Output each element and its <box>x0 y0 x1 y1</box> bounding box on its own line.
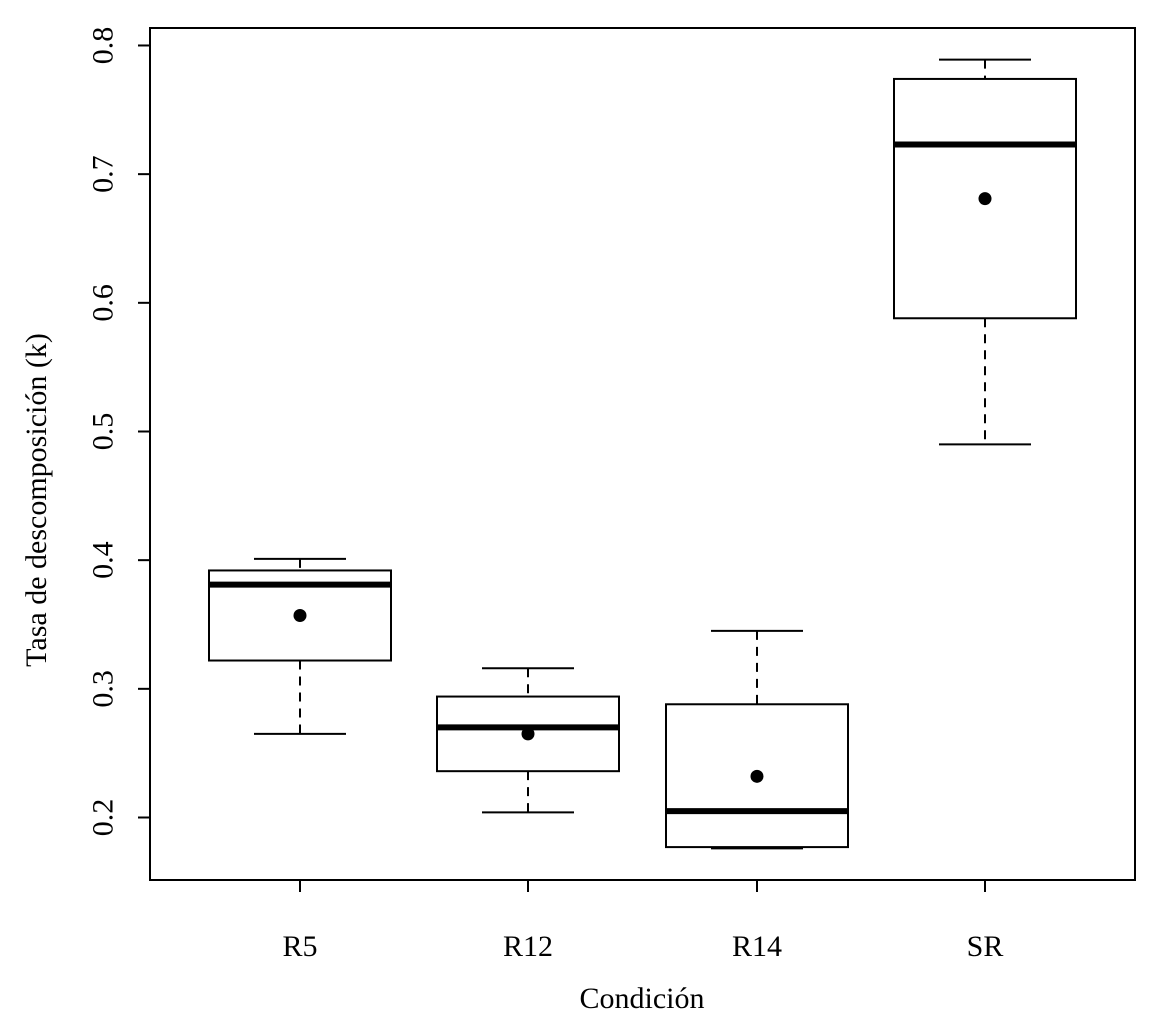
y-tick-label: 0.2 <box>87 799 120 837</box>
x-tick-label: R12 <box>503 930 553 963</box>
mean-point <box>750 769 764 783</box>
y-tick-label: 0.5 <box>87 413 120 451</box>
y-axis-title: Tasa de descomposición (k) <box>20 333 53 667</box>
x-tick-label: SR <box>967 930 1004 963</box>
y-tick-label: 0.8 <box>87 27 120 64</box>
x-tick-label: R5 <box>282 930 317 963</box>
box-r14 <box>665 629 849 850</box>
y-tick-label: 0.6 <box>87 284 120 322</box>
y-tick-label: 0.4 <box>87 541 120 579</box>
y-axis: 0.2 0.3 0.4 0.5 0.6 0.7 0.8 <box>87 27 150 837</box>
box-r5 <box>208 557 392 735</box>
box-r12 <box>436 667 620 814</box>
y-tick-label: 0.7 <box>87 155 120 193</box>
boxes-group <box>208 58 1077 850</box>
y-tick-label: 0.3 <box>87 670 120 708</box>
x-axis-title: Condición <box>580 982 705 1015</box>
x-axis: R5 R12 R14 SR <box>282 880 1003 963</box>
box-sr <box>893 58 1077 446</box>
mean-point <box>978 192 992 206</box>
mean-point <box>293 608 307 622</box>
mean-point <box>521 727 535 741</box>
x-tick-label: R14 <box>732 930 782 963</box>
plot-frame <box>149 27 1136 881</box>
